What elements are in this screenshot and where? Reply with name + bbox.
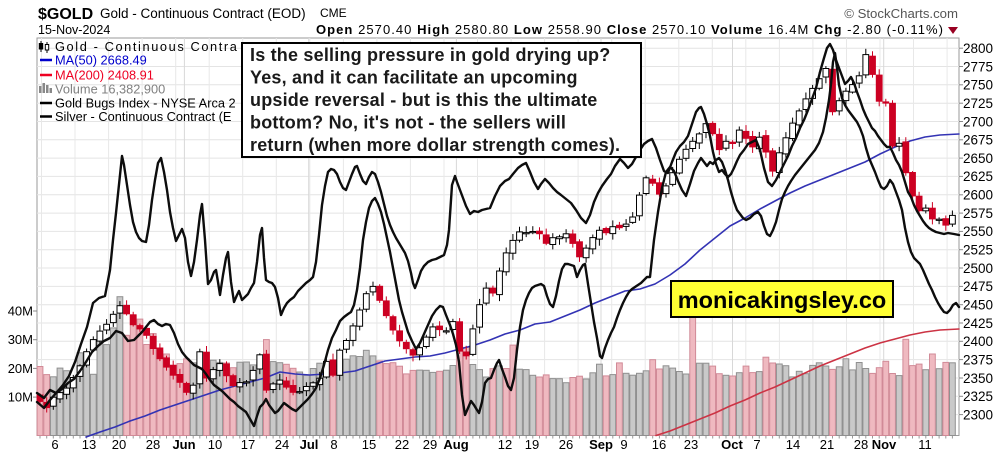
svg-text:14: 14 [786, 437, 800, 452]
svg-text:return (when more dollar stren: return (when more dollar strength comes)… [250, 135, 620, 155]
svg-text:30M: 30M [8, 332, 33, 347]
svg-text:Gold - Continuous Contract (EO: Gold - Continuous Contract (EOD) [100, 6, 306, 21]
svg-text:28: 28 [854, 437, 868, 452]
svg-text:MA(50) 2668.49: MA(50) 2668.49 [55, 53, 147, 68]
svg-text:2425: 2425 [963, 316, 993, 331]
svg-text:16: 16 [652, 437, 666, 452]
svg-text:2800: 2800 [963, 41, 993, 56]
svg-text:bottom? No, it's not - the sel: bottom? No, it's not - the sellers will [250, 113, 566, 133]
svg-text:Open 2570.40 High 2580.80: Open 2570.40 High 2580.80 Low 2558.90 Cl… [316, 22, 944, 37]
svg-text:12: 12 [498, 437, 512, 452]
svg-text:2300: 2300 [963, 407, 993, 422]
svg-text:2325: 2325 [963, 389, 993, 404]
svg-text:upside reversal - but is this: upside reversal - but is this the ultima… [250, 90, 597, 110]
svg-text:MA(200) 2408.91: MA(200) 2408.91 [55, 68, 154, 83]
svg-text:2550: 2550 [963, 224, 993, 239]
svg-text:2650: 2650 [963, 151, 993, 166]
svg-text:Oct: Oct [721, 437, 743, 452]
svg-text:Jun: Jun [172, 437, 195, 452]
svg-text:2525: 2525 [963, 243, 993, 258]
svg-text:20M: 20M [8, 361, 33, 376]
svg-text:2750: 2750 [963, 78, 993, 93]
svg-text:Is the selling pressure in gol: Is the selling pressure in gold drying u… [250, 45, 610, 65]
svg-text:13: 13 [82, 437, 96, 452]
svg-text:2725: 2725 [963, 96, 993, 111]
svg-text:2400: 2400 [963, 334, 993, 349]
svg-text:2475: 2475 [963, 279, 993, 294]
svg-text:21: 21 [820, 437, 834, 452]
svg-text:29: 29 [423, 437, 437, 452]
svg-text:© StockCharts.com: © StockCharts.com [844, 6, 958, 21]
svg-text:7: 7 [753, 437, 760, 452]
svg-text:Yes, and it can facilitate an: Yes, and it can facilitate an upcoming [250, 68, 578, 88]
svg-text:2625: 2625 [963, 169, 993, 184]
svg-text:Nov: Nov [872, 437, 897, 452]
svg-text:2675: 2675 [963, 133, 993, 148]
svg-text:15-Nov-2024: 15-Nov-2024 [38, 23, 110, 37]
svg-text:Volume 16,382,900: Volume 16,382,900 [55, 82, 165, 97]
svg-text:20: 20 [112, 437, 126, 452]
svg-text:2700: 2700 [963, 114, 993, 129]
svg-text:Gold - Continuous Contra: Gold - Continuous Contra [55, 39, 239, 54]
svg-text:Silver - Continuous Contract (: Silver - Continuous Contract (E [55, 109, 231, 124]
svg-text:Sep: Sep [589, 437, 613, 452]
svg-text:40M: 40M [8, 304, 33, 319]
svg-text:Jul: Jul [300, 437, 319, 452]
svg-text:Gold Bugs Index - NYSE Arca 2: Gold Bugs Index - NYSE Arca 2 [55, 96, 236, 111]
svg-text:28: 28 [146, 437, 160, 452]
svg-text:9: 9 [620, 437, 627, 452]
svg-text:2375: 2375 [963, 352, 993, 367]
svg-text:$GOLD: $GOLD [38, 6, 93, 23]
svg-text:CME: CME [320, 6, 347, 20]
svg-text:24: 24 [275, 437, 289, 452]
svg-text:6: 6 [51, 437, 58, 452]
svg-text:2350: 2350 [963, 371, 993, 386]
svg-text:2575: 2575 [963, 206, 993, 221]
svg-text:monicakingsley.co: monicakingsley.co [678, 287, 887, 313]
svg-text:17: 17 [241, 437, 255, 452]
svg-text:10M: 10M [8, 390, 33, 405]
svg-text:2600: 2600 [963, 188, 993, 203]
svg-text:19: 19 [525, 437, 539, 452]
svg-text:22: 22 [395, 437, 409, 452]
svg-text:2500: 2500 [963, 261, 993, 276]
svg-text:23: 23 [684, 437, 698, 452]
svg-text:15: 15 [362, 437, 376, 452]
svg-text:8: 8 [330, 437, 337, 452]
svg-text:2775: 2775 [963, 59, 993, 74]
svg-text:2450: 2450 [963, 298, 993, 313]
svg-text:26: 26 [559, 437, 573, 452]
svg-text:11: 11 [918, 437, 932, 452]
svg-text:10: 10 [208, 437, 222, 452]
svg-text:Aug: Aug [443, 437, 468, 452]
